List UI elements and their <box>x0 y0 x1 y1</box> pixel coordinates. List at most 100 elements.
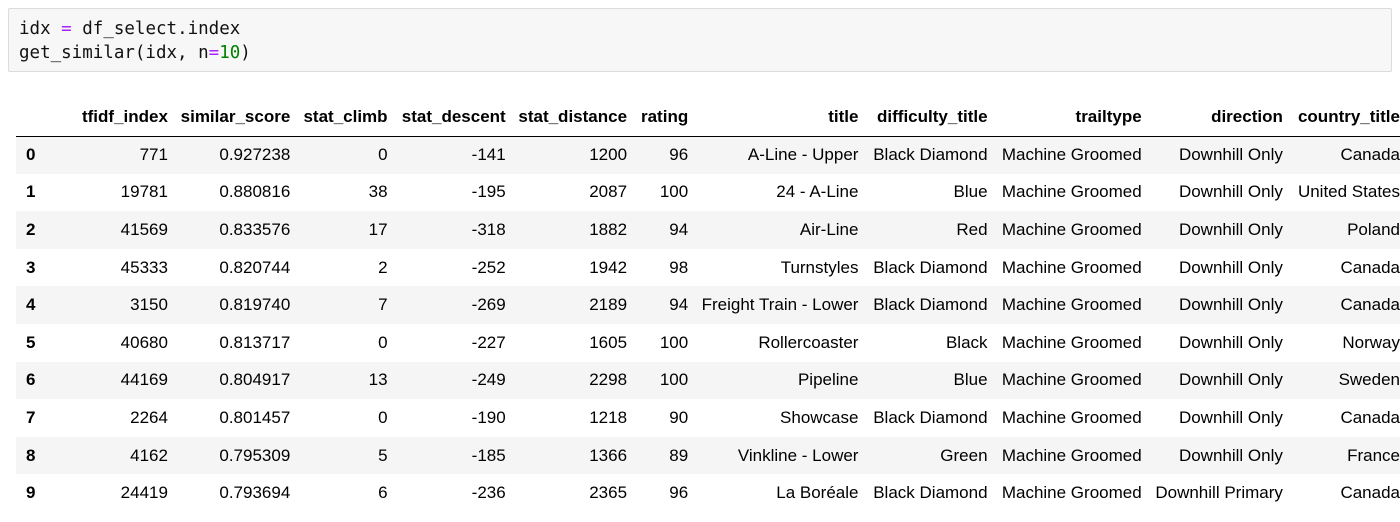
row-index: 8 <box>26 445 36 465</box>
table-cell: Black Diamond <box>873 145 988 165</box>
table-cell: Downhill Only <box>1178 182 1283 202</box>
table-row: 6 44169 0.804917 13 -249 2298 100 Pipeline Blue M… <box>16 361 1400 400</box>
table-row: 4 3150 0.819740 7 -269 2189 94 Freight Train - … <box>16 286 1400 324</box>
table-row: 5 40680 0.813717 0 -227 1605 100 Rollercoaster B… <box>16 323 1400 362</box>
table-cell: -141 <box>471 145 506 165</box>
table-cell: -269 <box>471 295 506 315</box>
table-cell: 90 <box>669 407 689 427</box>
table-cell: 0.820744 <box>219 257 291 277</box>
table-cell: Canada <box>1340 145 1400 165</box>
table-cell: 0.793694 <box>219 483 291 503</box>
table-cell: 96 <box>669 145 689 165</box>
code-operator: = <box>208 43 220 63</box>
table-cell: 1882 <box>589 219 628 239</box>
row-index: 5 <box>26 332 36 352</box>
code-close-paren: ) <box>240 43 251 63</box>
table-cell: 24 - A-Line <box>776 182 859 202</box>
table-row: 1 19781 0.880816 38 -195 2087 100 24 - A-Line Bl… <box>16 173 1400 212</box>
code-expression: df_select.index <box>82 19 241 39</box>
code-line-1: idx = df_select.index <box>19 18 240 40</box>
table-cell: 7 <box>378 295 388 315</box>
table-cell: 17 <box>368 219 388 239</box>
table-row: 3 45333 0.820744 2 -252 1942 98 Turnstyles Black… <box>16 248 1400 287</box>
table-cell: Machine Groomed <box>1001 370 1142 390</box>
row-index: 0 <box>26 145 36 165</box>
table-cell: Downhill Primary <box>1155 483 1283 503</box>
code-operator: = <box>61 19 72 39</box>
code-cell[interactable]: idx = df_select.index get_similar(idx, n… <box>8 8 1392 72</box>
table-cell: Machine Groomed <box>1001 182 1142 202</box>
table-cell: Poland <box>1347 219 1400 239</box>
column-header: difficulty_title <box>858 98 988 137</box>
table-cell: Pipeline <box>797 370 859 390</box>
table-cell: Showcase <box>780 407 859 427</box>
table-cell: 771 <box>139 145 168 165</box>
table-cell: Machine Groomed <box>1001 483 1142 503</box>
table-cell: -318 <box>471 219 506 239</box>
table-cell: -195 <box>471 182 506 202</box>
table-cell: A-Line - Upper <box>747 145 859 165</box>
table-cell: Downhill Only <box>1178 445 1283 465</box>
table-cell: 1942 <box>589 257 628 277</box>
code-line-2: get_similar(idx, n=10) <box>19 42 251 64</box>
header-row: tfidf_index similar_score stat_climb sta… <box>16 98 1400 137</box>
table-cell: Black Diamond <box>873 257 988 277</box>
table-row: 9 24419 0.793694 6 -236 2365 96 La Boréale Black… <box>16 474 1400 512</box>
column-header: similar_score <box>167 98 291 137</box>
table-cell: Downhill Only <box>1178 332 1283 352</box>
table-cell: Canada <box>1340 257 1400 277</box>
table-cell: Downhill Only <box>1178 219 1283 239</box>
row-index: 2 <box>26 219 36 239</box>
table-cell: Canada <box>1340 407 1400 427</box>
table-cell: -249 <box>471 370 506 390</box>
table-cell: 0 <box>378 407 388 427</box>
table-cell: Sweden <box>1338 370 1400 390</box>
table-cell: Machine Groomed <box>1001 407 1142 427</box>
table-cell: Black <box>945 332 988 352</box>
table-cell: Machine Groomed <box>1001 332 1142 352</box>
table-cell: -236 <box>471 483 506 503</box>
table-cell: Machine Groomed <box>1001 445 1142 465</box>
table-cell: Machine Groomed <box>1001 145 1142 165</box>
code-variable: idx <box>19 19 51 39</box>
column-header: stat_distance <box>505 98 628 137</box>
table-cell: 100 <box>659 370 689 390</box>
table-body: 0 771 0.927238 0 -141 1200 96 A-Line - Upper Bla… <box>16 136 1400 512</box>
table-cell: Downhill Only <box>1178 295 1283 315</box>
table-cell: Canada <box>1340 483 1400 503</box>
table-cell: 40680 <box>120 332 168 352</box>
table-cell: 13 <box>368 370 388 390</box>
row-index: 1 <box>26 182 36 202</box>
column-header: country_title <box>1282 98 1400 137</box>
table-cell: Turnstyles <box>780 257 859 277</box>
table-cell: -227 <box>471 332 506 352</box>
row-index: 9 <box>26 483 36 503</box>
table-cell: Black Diamond <box>873 295 988 315</box>
table-cell: 1366 <box>589 445 628 465</box>
table-cell: 2365 <box>589 483 628 503</box>
column-header: direction <box>1141 98 1283 137</box>
table-cell: 100 <box>659 182 689 202</box>
table-cell: 0.819740 <box>219 295 291 315</box>
table-cell: 2298 <box>589 370 628 390</box>
table-cell: 0.804917 <box>219 370 291 390</box>
table-cell: Downhill Only <box>1178 257 1283 277</box>
table-cell: Norway <box>1342 332 1400 352</box>
table-cell: Vinkline - Lower <box>737 445 859 465</box>
column-header: title <box>688 98 859 137</box>
table-cell: 6 <box>378 483 388 503</box>
column-header-index <box>16 98 52 137</box>
table-cell: 2 <box>378 257 388 277</box>
table-cell: -185 <box>471 445 506 465</box>
table-cell: 41569 <box>120 219 168 239</box>
table-row: 8 4162 0.795309 5 -185 1366 89 Vinkline - Lower… <box>16 436 1400 475</box>
table-cell: 1605 <box>589 332 628 352</box>
table-cell: Blue <box>953 182 988 202</box>
table-cell: 4162 <box>130 445 168 465</box>
table-cell: 3150 <box>130 295 168 315</box>
table-cell: 0.813717 <box>219 332 291 352</box>
table-cell: Black Diamond <box>873 483 988 503</box>
table-cell: 1218 <box>589 407 628 427</box>
table-row: 0 771 0.927238 0 -141 1200 96 A-Line - Upper Bla… <box>16 136 1400 174</box>
table-cell: Machine Groomed <box>1001 257 1142 277</box>
